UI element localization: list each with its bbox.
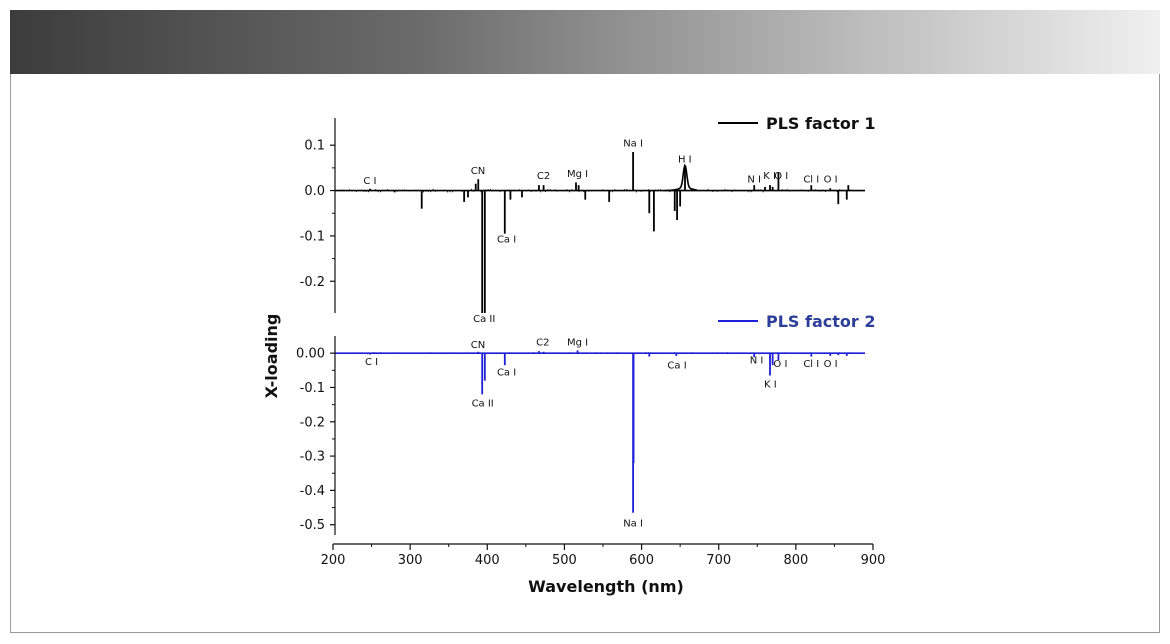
x-tick-label: 900 (861, 553, 886, 568)
y-axis-title: X-loading (262, 314, 281, 399)
peak-annotation: Ca II (473, 314, 495, 325)
peak-annotation: CN (471, 340, 485, 351)
peak-annotation: Ca I (497, 367, 516, 378)
x-tick-label: 300 (398, 553, 423, 568)
peak-annotation: N I (747, 174, 761, 185)
y-tick-label: 0.0 (304, 184, 325, 199)
y-tick-label: -0.2 (300, 415, 325, 430)
peak-annotation: O I (774, 171, 788, 182)
peak-annotation: H I (678, 154, 692, 165)
peak-annotation: O I (773, 359, 787, 370)
legend: PLS factor 1 PLS factor 2 (718, 114, 876, 331)
peak-annotation: C2 (536, 338, 549, 349)
x-tick-label: 400 (475, 553, 500, 568)
peak-annotation: N I (750, 355, 764, 366)
x-axis-title: Wavelength (nm) (528, 577, 684, 596)
y-tick-label: -0.5 (300, 518, 325, 533)
peak-annotation: CN (471, 166, 485, 177)
legend-label-factor-1: PLS factor 1 (766, 114, 876, 133)
peak-annotation: Mg I (567, 169, 588, 180)
peak-annotation: Cl I (803, 174, 819, 185)
header-banner (10, 10, 1160, 74)
peak-annotation: Cl I (803, 359, 819, 370)
y-tick-label: -0.2 (300, 275, 325, 290)
peak-h-i-profile (664, 163, 698, 192)
y-tick-label: -0.1 (300, 381, 325, 396)
y-tick-label: -0.3 (300, 450, 325, 465)
peak-annotation: K I (763, 171, 776, 182)
peak-annotation: C I (363, 176, 376, 187)
text-labels: 0.1 0.0 -0.1 -0.2 C I CN Ca II Ca I C2 Mg I Na I H … (296, 139, 885, 568)
peak-annotation: Ca II (472, 398, 494, 409)
peak-annotation: C I (365, 357, 378, 368)
series-lines (335, 152, 865, 513)
y-tick-label: 0.1 (304, 139, 325, 154)
peak-annotation: Ca I (667, 361, 686, 372)
y-tick-label: -0.4 (300, 484, 325, 499)
legend-label-factor-2: PLS factor 2 (766, 312, 876, 331)
x-tick-label: 500 (552, 553, 577, 568)
y-tick-label: 0.00 (296, 347, 325, 362)
x-tick-label: 600 (629, 553, 654, 568)
peak-annotation: Na I (623, 518, 643, 529)
y-tick-label: -0.1 (300, 229, 325, 244)
x-tick-label: 200 (321, 553, 346, 568)
x-tick-label: 800 (783, 553, 808, 568)
peak-annotation: Na I (623, 139, 643, 150)
peak-annotation: Ca I (497, 235, 516, 246)
peak-annotation: O I (824, 359, 838, 370)
axes (330, 118, 874, 550)
peak-annotation: K I (764, 379, 777, 390)
peak-annotation: O I (824, 174, 838, 185)
peak-annotation: Mg I (567, 338, 588, 349)
x-tick-label: 700 (706, 553, 731, 568)
peak-annotation: C2 (537, 171, 550, 182)
